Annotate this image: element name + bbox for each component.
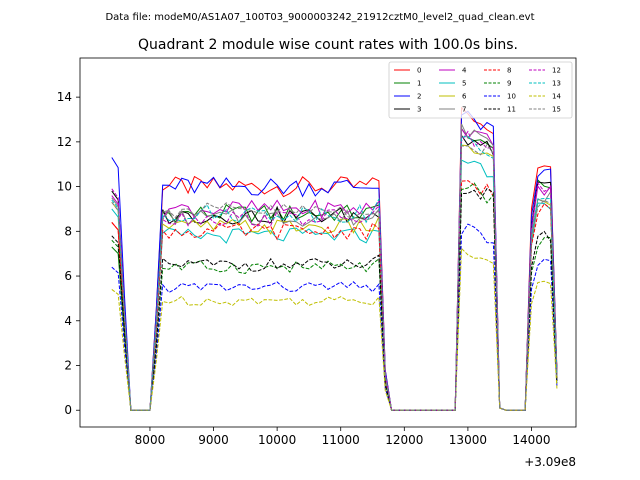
legend-label-11: 11 xyxy=(507,106,516,114)
x-tick-label: 9000 xyxy=(198,433,229,447)
y-tick-label: 10 xyxy=(57,180,72,194)
legend-label-5: 5 xyxy=(462,80,466,88)
series-line-14 xyxy=(111,247,558,411)
series-line-15 xyxy=(111,143,558,411)
chart-title: Quadrant 2 module wise count rates with … xyxy=(138,37,518,53)
plot-frame xyxy=(79,57,577,428)
legend-label-15: 15 xyxy=(552,106,561,114)
y-tick-label: 12 xyxy=(57,135,72,149)
legend-label-8: 8 xyxy=(507,67,511,75)
x-offset-label: +3.09e8 xyxy=(524,455,576,469)
legend-label-7: 7 xyxy=(462,106,466,114)
y-tick-label: 2 xyxy=(64,359,72,373)
legend-label-1: 1 xyxy=(417,80,421,88)
legend-label-4: 4 xyxy=(462,67,467,75)
legend-label-10: 10 xyxy=(507,93,516,101)
x-tick-label: 8000 xyxy=(135,433,166,447)
x-tick-label: 12000 xyxy=(385,433,423,447)
y-tick-label: 8 xyxy=(64,224,72,238)
y-tick-label: 6 xyxy=(64,269,72,283)
x-tick-label: 14000 xyxy=(512,433,550,447)
y-tick-label: 4 xyxy=(64,314,72,328)
x-tick-label: 13000 xyxy=(449,433,487,447)
legend-label-0: 0 xyxy=(417,67,421,75)
series-line-13 xyxy=(111,135,558,411)
legend-label-6: 6 xyxy=(462,93,467,101)
chart-suptitle: Data file: modeM0/AS1A07_100T03_90000032… xyxy=(105,12,534,23)
series-line-11 xyxy=(111,187,558,411)
legend-label-13: 13 xyxy=(552,80,561,88)
legend-label-2: 2 xyxy=(417,93,421,101)
y-tick-label: 14 xyxy=(57,90,72,104)
series-line-12 xyxy=(111,130,558,411)
x-tick-label: 11000 xyxy=(322,433,360,447)
legend-label-12: 12 xyxy=(552,67,561,75)
series-line-5 xyxy=(111,159,558,411)
legend-label-3: 3 xyxy=(417,106,421,114)
series-line-6 xyxy=(111,144,558,411)
y-tick-label: 0 xyxy=(64,403,72,417)
x-axis: 8000 9000 10000 11000 12000 13000 14000 xyxy=(135,427,551,447)
plot-lines xyxy=(111,106,558,411)
series-line-8 xyxy=(111,180,558,411)
y-axis: 0 2 4 6 8 10 12 14 xyxy=(57,90,80,417)
series-line-1 xyxy=(111,126,558,411)
legend-label-9: 9 xyxy=(507,80,511,88)
x-tick-label: 10000 xyxy=(258,433,296,447)
series-line-2 xyxy=(111,110,558,411)
series-line-7 xyxy=(111,123,558,411)
series-line-4 xyxy=(111,127,558,411)
legend-box xyxy=(388,61,573,119)
series-line-10 xyxy=(111,223,558,411)
legend-label-14: 14 xyxy=(552,93,561,101)
series-line-0 xyxy=(111,106,558,411)
